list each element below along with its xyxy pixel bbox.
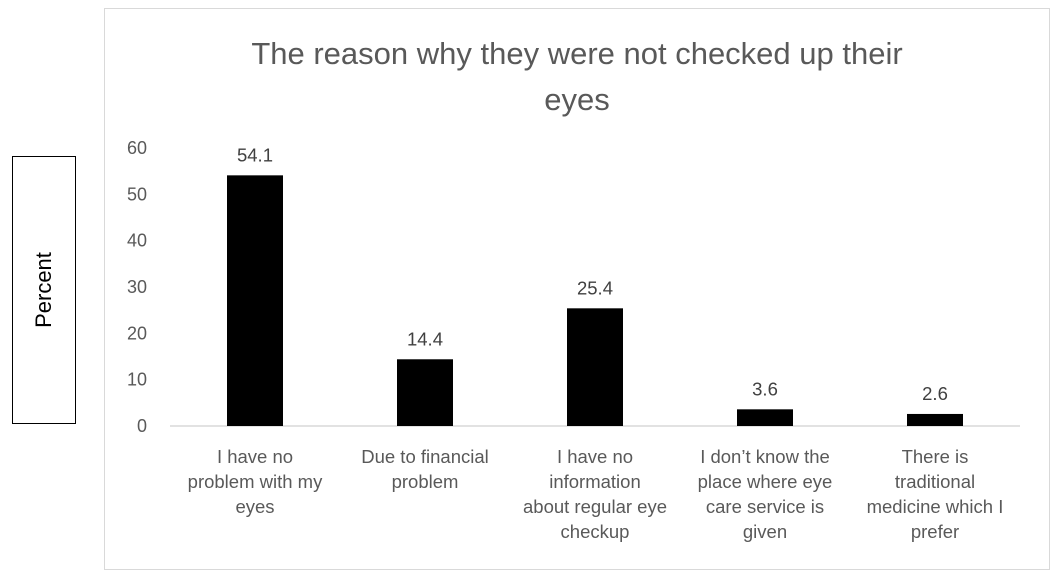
x-category-label: problem with my [188,471,323,492]
chart-title: The reason why they were not checked up … [251,36,902,117]
x-category-label: I don’t know the [700,446,830,467]
bar [737,409,793,426]
y-tick-label: 20 [127,323,147,343]
data-label: 3.6 [752,378,778,399]
y-tick-label: 10 [127,370,147,390]
bar [907,413,963,426]
x-category-label: care service is [706,496,824,517]
bar [227,175,283,426]
x-category-label: checkup [561,521,630,542]
x-category-label: medicine which I [867,496,1004,517]
x-category-label: Due to financial [361,446,489,467]
y-axis-label-box: Percent [12,156,76,424]
bar [567,308,623,426]
x-category-label: problem [392,471,459,492]
x-category-label: about regular eye [523,496,667,517]
data-label: 2.6 [922,383,948,404]
x-category-label: place where eye [698,471,833,492]
x-category-label: information [549,471,641,492]
data-labels: 54.1 14.4 25.4 3.6 2.6 [237,144,948,404]
bars [227,175,963,426]
data-label: 54.1 [237,144,273,165]
category-labels: I have no problem with my eyes Due to finan… [188,446,1004,542]
x-category-label: There is [902,446,969,467]
y-tick-label: 0 [137,416,147,436]
bar [397,359,453,426]
x-category-label: I have no [557,446,633,467]
x-category-label: I have no [217,446,293,467]
y-axis-ticks: 0 10 20 30 40 50 60 [127,138,147,436]
y-tick-label: 30 [127,277,147,297]
x-category-label: eyes [235,496,274,517]
data-label: 25.4 [577,277,613,298]
y-tick-label: 50 [127,184,147,204]
data-label: 14.4 [407,328,443,349]
chart-title-line: eyes [544,82,609,117]
y-tick-label: 40 [127,231,147,251]
x-category-label: given [743,521,787,542]
chart-title-line: The reason why they were not checked up … [251,36,902,71]
y-tick-label: 60 [127,138,147,158]
x-category-label: traditional [895,471,975,492]
x-category-label: prefer [911,521,959,542]
